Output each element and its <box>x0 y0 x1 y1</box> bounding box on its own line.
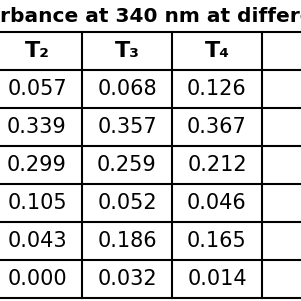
Text: 0.105: 0.105 <box>7 193 67 213</box>
Text: 0.057: 0.057 <box>7 79 67 99</box>
Text: 0.299: 0.299 <box>7 155 67 175</box>
Text: 0.032: 0.032 <box>97 269 157 289</box>
Text: 0.357: 0.357 <box>97 117 157 137</box>
Text: 0.339: 0.339 <box>7 117 67 137</box>
Text: 0.126: 0.126 <box>187 79 247 99</box>
Text: 0.043: 0.043 <box>7 231 67 251</box>
Text: 0.212: 0.212 <box>187 155 247 175</box>
Text: 0.000: 0.000 <box>7 269 67 289</box>
Text: 0.052: 0.052 <box>97 193 157 213</box>
Text: 0.068: 0.068 <box>97 79 157 99</box>
Text: 0.367: 0.367 <box>187 117 247 137</box>
Text: rbance at 340 nm at differer: rbance at 340 nm at differer <box>0 7 301 26</box>
Text: T₄: T₄ <box>204 41 229 61</box>
Text: 0.046: 0.046 <box>187 193 247 213</box>
Text: T₃: T₃ <box>114 41 139 61</box>
Text: 0.186: 0.186 <box>97 231 157 251</box>
Text: T₂: T₂ <box>24 41 49 61</box>
Text: 0.165: 0.165 <box>187 231 247 251</box>
Text: 0.259: 0.259 <box>97 155 157 175</box>
Text: 0.014: 0.014 <box>187 269 247 289</box>
